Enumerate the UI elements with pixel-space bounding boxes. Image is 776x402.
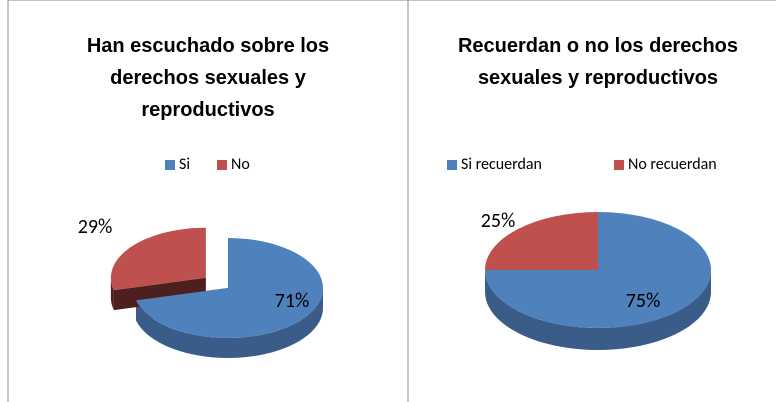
chart-title: Recuerdan o no los derechos sexuales y r…	[457, 35, 739, 89]
legend-label: Si recuerdan	[461, 155, 542, 174]
legend-label: No recuerdan	[628, 155, 717, 174]
data-label: 75%	[626, 289, 661, 313]
legend-label: No	[231, 155, 250, 174]
legend-swatch	[614, 160, 624, 170]
legend-swatch	[217, 160, 227, 170]
legend-swatch	[447, 160, 457, 170]
chart-title: Han escuchado sobre los derechos sexuale…	[86, 35, 330, 121]
pie-side	[485, 270, 711, 350]
pie-slice	[110, 227, 206, 291]
data-label: 29%	[78, 215, 113, 239]
pie-side	[135, 288, 323, 358]
pie-slice	[485, 212, 598, 270]
pie-slice	[135, 238, 324, 339]
data-label: 25%	[481, 209, 516, 233]
pie-side	[110, 277, 114, 311]
legend-label: Si	[179, 155, 190, 174]
data-label: 71%	[275, 289, 310, 313]
legend-swatch	[165, 160, 175, 170]
